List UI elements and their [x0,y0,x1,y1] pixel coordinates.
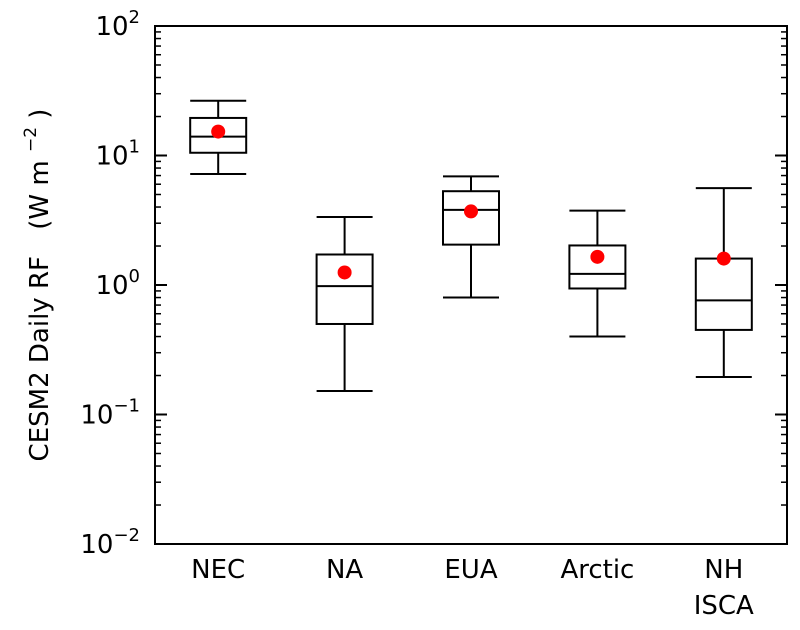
interquartile-box [189,116,248,154]
interquartile-box [568,244,627,290]
mean-marker [716,251,731,266]
x-tick-label: Arctic [560,555,634,585]
y-tick-label-base: 10 [95,12,128,42]
y-tick-label: 10−2 [80,525,140,560]
y-axis-label: CESM2 Daily RF (W m −2 ) [13,109,55,462]
y-tick-label: 100 [95,266,140,301]
y-tick-label: 10−1 [80,396,140,431]
y-tick-label-base: 10 [95,142,128,172]
y-tick-label-base: 10 [80,530,113,560]
y-axis-label-text: CESM2 Daily RF [25,256,55,461]
interquartile-box [315,253,374,325]
y-tick-label-base: 10 [95,271,128,301]
y-tick-label-exponent: −1 [113,396,140,417]
y-tick-label-base: 10 [80,401,113,431]
y-tick-label: 101 [95,137,140,172]
box-eua [442,175,500,299]
x-axis-tick-labels: NEC NA EUA Arctic NH ISCA [191,555,754,621]
interquartile-box [442,190,500,246]
mean-marker [211,124,226,139]
y-tick-label-exponent: 1 [129,137,140,158]
y-axis-unit-exponent: −2 [21,127,41,152]
y-axis-ticks [155,25,787,545]
mean-marker [464,204,478,219]
x-tick-label: NH [704,555,743,585]
mean-marker [590,249,605,264]
y-tick-label-exponent: −2 [113,525,140,546]
y-tick-label-exponent: 0 [129,266,140,287]
mean-marker [337,265,352,280]
y-tick-label: 102 [95,7,140,42]
x-tick-label: NEC [191,555,245,585]
box-nh-isca [694,187,753,378]
x-tick-label: ISCA [694,591,754,621]
box-na [315,216,374,392]
box-arctic [568,209,627,338]
interquartile-box [694,257,753,331]
y-axis-unit: (W m [25,160,55,229]
x-tick-label: NA [326,555,363,585]
x-tick-label: EUA [444,555,497,585]
y-tick-label-exponent: 2 [129,7,140,28]
boxes-layer [189,99,753,392]
box-nec [189,99,248,175]
y-axis-unit-close: ) [25,109,55,119]
